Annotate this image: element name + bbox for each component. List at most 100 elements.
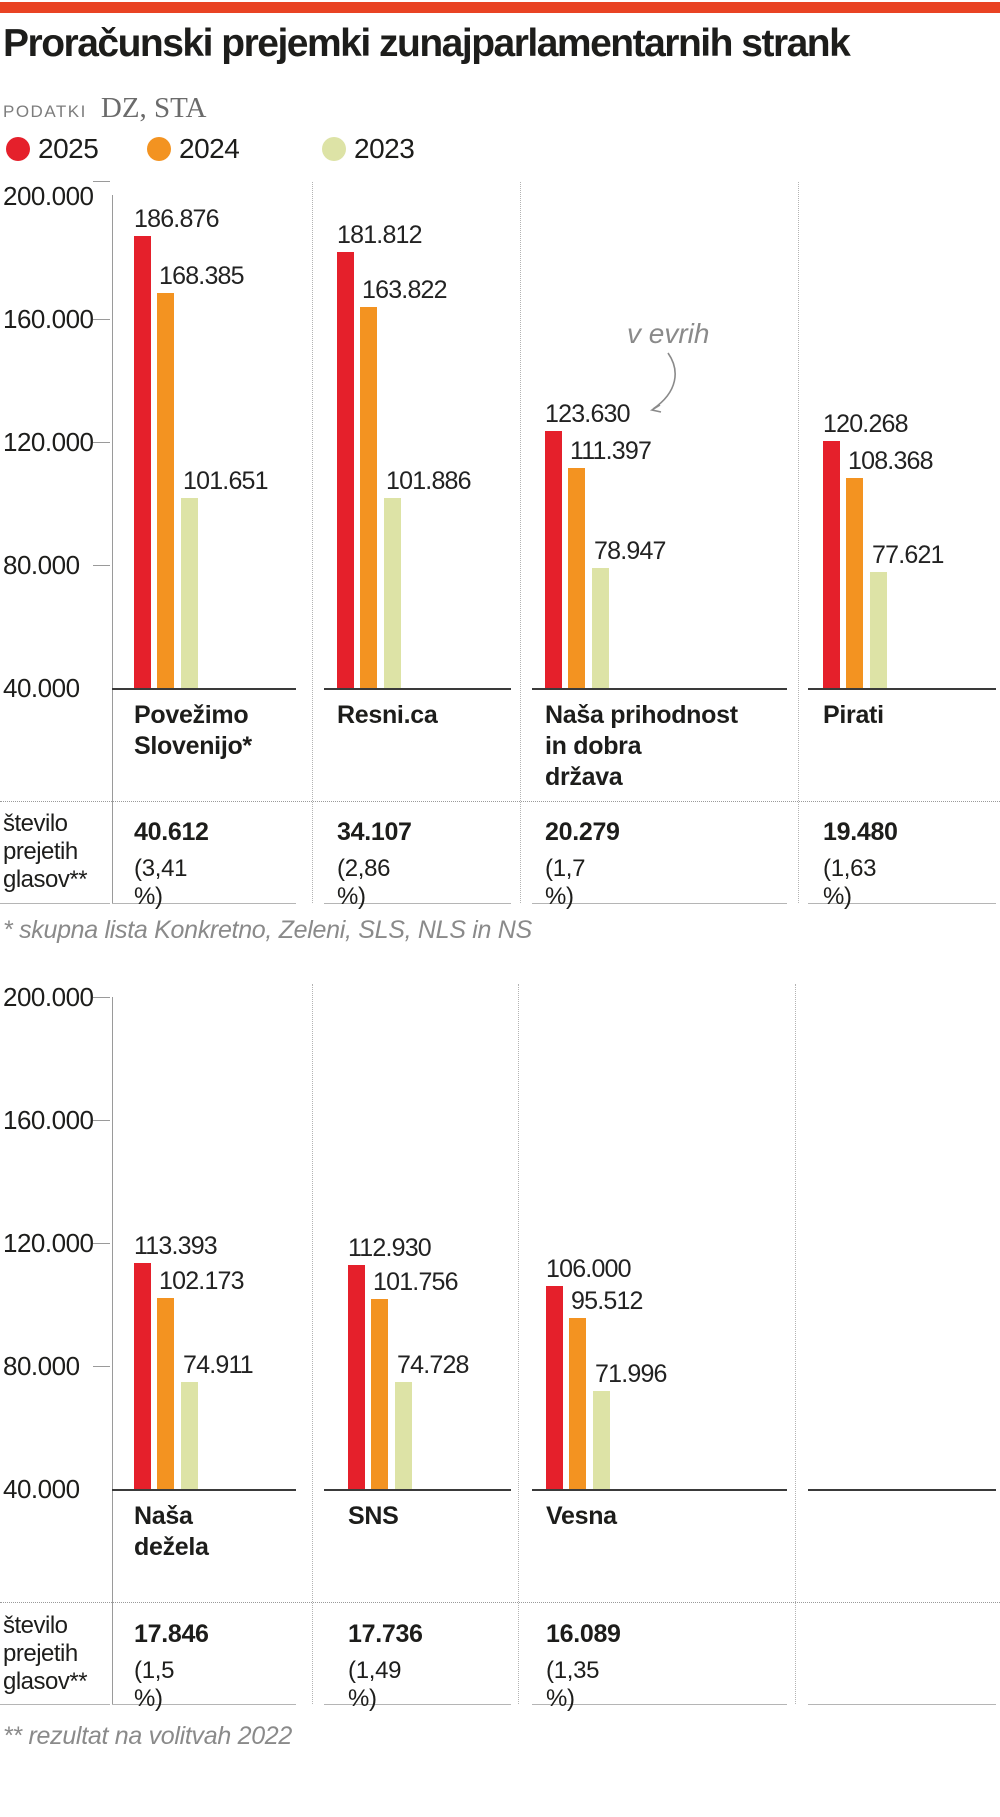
y-tick-dash	[93, 1243, 110, 1244]
y-tick-label: 160.000	[3, 304, 94, 334]
votes-percent: (1,7 %)	[545, 855, 586, 910]
bar-2025	[545, 430, 562, 688]
votes-value: 16.089	[546, 1620, 621, 1648]
footnote-double-asterisk: ** rezultat na volitvah 2022	[3, 1722, 293, 1750]
x-axis-baseline	[324, 688, 511, 690]
value-label: 95.512	[571, 1287, 643, 1316]
footnote-asterisk: * skupna lista Konkretno, Zeleni, SLS, N…	[3, 916, 532, 944]
bar-2024	[569, 1318, 586, 1489]
votes-row-divider	[0, 1602, 1000, 1603]
bar-2023	[395, 1382, 412, 1489]
value-label: 168.385	[159, 262, 245, 291]
bar-2024	[157, 1297, 174, 1489]
votes-row-bottom-border	[112, 903, 296, 904]
x-axis-baseline	[112, 1489, 296, 1491]
legend-item-2025: 2025	[6, 133, 99, 165]
bar-2024	[360, 307, 377, 688]
value-label: 108.368	[848, 446, 934, 475]
category-label: Resni.ca	[337, 701, 438, 729]
value-label: 106.000	[546, 1255, 632, 1284]
bar-2025	[348, 1264, 365, 1489]
x-axis-baseline	[532, 1489, 787, 1491]
column-separator	[795, 984, 796, 1704]
page-title: Proračunski prejemki zunajparlamentarnih…	[3, 22, 851, 65]
legend-label: 2023	[354, 133, 415, 164]
value-label: 78.947	[594, 537, 666, 566]
value-label: 120.268	[823, 410, 909, 439]
x-axis-baseline	[532, 688, 787, 690]
bar-2023	[384, 497, 401, 688]
votes-row-label: število prejetih glasov**	[3, 1612, 88, 1695]
value-label: 77.621	[872, 541, 944, 570]
column-separator	[798, 182, 799, 903]
value-label: 101.756	[373, 1268, 459, 1297]
v-evrih-arrow	[649, 352, 676, 413]
votes-value: 17.846	[134, 1620, 209, 1648]
votes-row-bottom-border	[324, 903, 511, 904]
legend-dot-2024	[147, 137, 171, 161]
bar-2025	[134, 236, 151, 688]
y-tick-label: 200.000	[3, 181, 94, 211]
y-tick-dash	[93, 565, 110, 566]
votes-row-label: število prejetih glasov**	[3, 810, 88, 893]
legend-label: 2024	[179, 133, 240, 164]
unit-annotation: v evrih	[627, 318, 710, 349]
value-label: 102.173	[159, 1266, 245, 1295]
votes-row-divider	[0, 801, 1000, 802]
y-tick-dash	[93, 442, 110, 443]
votes-value: 34.107	[337, 818, 412, 846]
bar-2024	[371, 1299, 388, 1489]
votes-row-bottom-border	[112, 1704, 296, 1705]
bar-2023	[181, 1381, 198, 1489]
bar-2023	[592, 568, 609, 688]
legend-item-2023: 2023	[322, 133, 415, 165]
y-tick-label: 40.000	[3, 673, 80, 703]
x-axis-baseline	[324, 1489, 511, 1491]
value-label: 123.630	[545, 399, 631, 428]
legend-item-2024: 2024	[147, 133, 240, 165]
x-axis-baseline	[808, 1489, 996, 1491]
votes-row-bottom-border	[808, 903, 996, 904]
y-tick-label: 200.000	[3, 982, 94, 1012]
value-label: 74.728	[397, 1351, 469, 1380]
votes-percent: (1,35 %)	[546, 1657, 600, 1712]
y-tick-dash	[93, 1366, 110, 1367]
bar-2023	[593, 1390, 610, 1489]
bar-2023	[870, 572, 887, 688]
y-tick-label: 80.000	[3, 550, 80, 580]
category-label: Vesna	[546, 1502, 617, 1530]
y-tick-dash	[93, 1120, 110, 1121]
category-label: Naša prihodnost in dobra država	[545, 701, 738, 791]
y-tick-label: 40.000	[3, 1474, 80, 1504]
votes-percent: (1,63 %)	[823, 855, 877, 910]
value-label: 111.397	[570, 437, 652, 466]
source-label: PODATKI	[3, 102, 87, 121]
x-axis-baseline	[808, 688, 996, 690]
top-accent-strip	[0, 2, 1000, 13]
value-label: 101.651	[183, 467, 269, 496]
value-label: 113.393	[134, 1232, 218, 1261]
x-axis-baseline	[112, 688, 296, 690]
y-tick-label: 120.000	[3, 1228, 94, 1258]
votes-value: 17.736	[348, 1620, 423, 1648]
value-label: 181.812	[337, 220, 423, 249]
category-label: Naša dežela	[134, 1502, 209, 1561]
votes-value: 19.480	[823, 818, 898, 846]
column-separator	[518, 984, 519, 1704]
legend-dot-2025	[6, 137, 30, 161]
column-separator	[520, 182, 521, 903]
value-label: 74.911	[183, 1350, 254, 1379]
y-tick-label: 160.000	[3, 1105, 94, 1135]
bar-2025	[546, 1286, 563, 1489]
category-label: Povežimo Slovenijo*	[134, 701, 252, 760]
bar-2025	[337, 251, 354, 688]
bar-2024	[568, 468, 585, 688]
value-label: 112.930	[348, 1233, 432, 1262]
votes-percent: (1,5 %)	[134, 1657, 175, 1712]
y-tick-label: 80.000	[3, 1351, 80, 1381]
y-tick-dash	[93, 181, 110, 182]
votes-percent: (1,49 %)	[348, 1657, 402, 1712]
y-tick-dash	[93, 319, 110, 320]
y-tick-dash	[93, 997, 110, 998]
